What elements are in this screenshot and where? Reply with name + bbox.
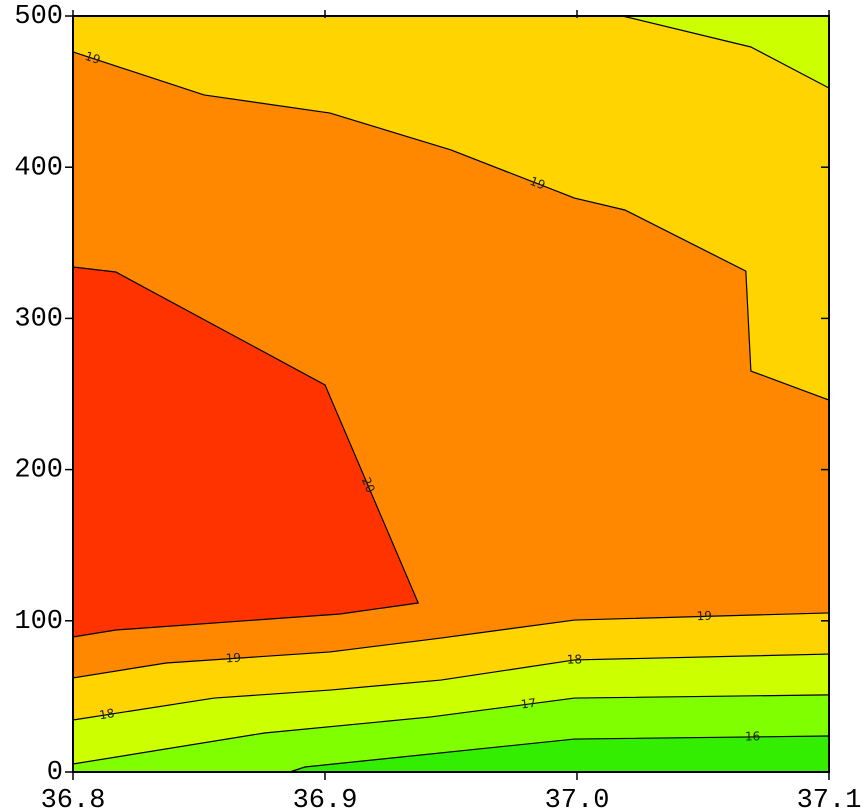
x-tick-label: 36.8 [41, 786, 106, 810]
axes: 0 100 200 300 400 500 36.8 36.9 37.0 37.1 [14, 2, 861, 810]
contour-label: 18 [98, 706, 115, 722]
contour-label: 18 [567, 652, 583, 666]
plot-frame [72, 15, 830, 773]
contour-line [72, 694, 830, 765]
contour-label: 17 [520, 696, 537, 712]
y-tick-label: 400 [14, 153, 63, 183]
contour-fills [73, 16, 829, 772]
contour-line [72, 266, 420, 638]
contour-line [289, 735, 830, 773]
x-tick-label: 36.9 [293, 786, 358, 810]
contour-label: 19 [528, 174, 547, 193]
x-tick-label: 37.0 [545, 786, 610, 810]
contour-label: 16 [745, 729, 760, 743]
y-tick-label: 500 [14, 2, 63, 32]
y-tick-label: 100 [14, 607, 63, 637]
contour-label: 20 [359, 475, 378, 495]
x-tick-label: 37.1 [797, 786, 862, 810]
contour-label: 19 [696, 609, 712, 623]
contour-line [72, 612, 830, 679]
contour-line [622, 15, 830, 89]
contour-line [72, 51, 830, 401]
contour-label: 19 [225, 650, 241, 665]
contour-label: 19 [83, 49, 102, 67]
contour-lines: 16 17 18 18 19 19 19 19 20 [72, 15, 830, 773]
y-tick-label: 0 [47, 758, 63, 788]
contour-line [72, 653, 830, 721]
y-tick-label: 200 [14, 456, 63, 486]
contour-band [73, 266, 419, 637]
y-tick-label: 300 [14, 305, 63, 335]
